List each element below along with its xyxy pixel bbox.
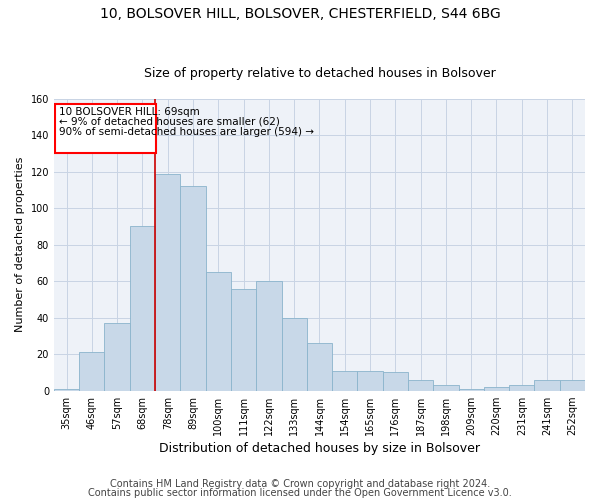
Title: Size of property relative to detached houses in Bolsover: Size of property relative to detached ho…	[143, 66, 496, 80]
Bar	[458, 389, 484, 390]
Bar	[181, 186, 206, 390]
Bar	[281, 318, 307, 390]
Bar	[130, 226, 155, 390]
Bar	[358, 370, 383, 390]
Y-axis label: Number of detached properties: Number of detached properties	[15, 157, 25, 332]
Bar	[231, 288, 256, 390]
Bar	[433, 385, 458, 390]
Bar	[535, 380, 560, 390]
Bar	[206, 272, 231, 390]
Text: 10, BOLSOVER HILL, BOLSOVER, CHESTERFIELD, S44 6BG: 10, BOLSOVER HILL, BOLSOVER, CHESTERFIEL…	[100, 8, 500, 22]
Bar	[383, 372, 408, 390]
Bar	[484, 387, 509, 390]
Text: Contains HM Land Registry data © Crown copyright and database right 2024.: Contains HM Land Registry data © Crown c…	[110, 479, 490, 489]
Bar	[332, 370, 358, 390]
Bar	[560, 380, 585, 390]
X-axis label: Distribution of detached houses by size in Bolsover: Distribution of detached houses by size …	[159, 442, 480, 455]
Bar	[307, 343, 332, 390]
Text: ← 9% of detached houses are smaller (62): ← 9% of detached houses are smaller (62)	[59, 117, 280, 127]
Bar	[256, 281, 281, 390]
Text: 10 BOLSOVER HILL: 69sqm: 10 BOLSOVER HILL: 69sqm	[59, 107, 200, 117]
Text: 90% of semi-detached houses are larger (594) →: 90% of semi-detached houses are larger (…	[59, 127, 314, 137]
Bar	[79, 352, 104, 391]
Bar	[155, 174, 181, 390]
Bar	[408, 380, 433, 390]
Bar	[54, 389, 79, 390]
Text: Contains public sector information licensed under the Open Government Licence v3: Contains public sector information licen…	[88, 488, 512, 498]
Bar	[104, 323, 130, 390]
FancyBboxPatch shape	[55, 104, 157, 154]
Bar	[509, 385, 535, 390]
